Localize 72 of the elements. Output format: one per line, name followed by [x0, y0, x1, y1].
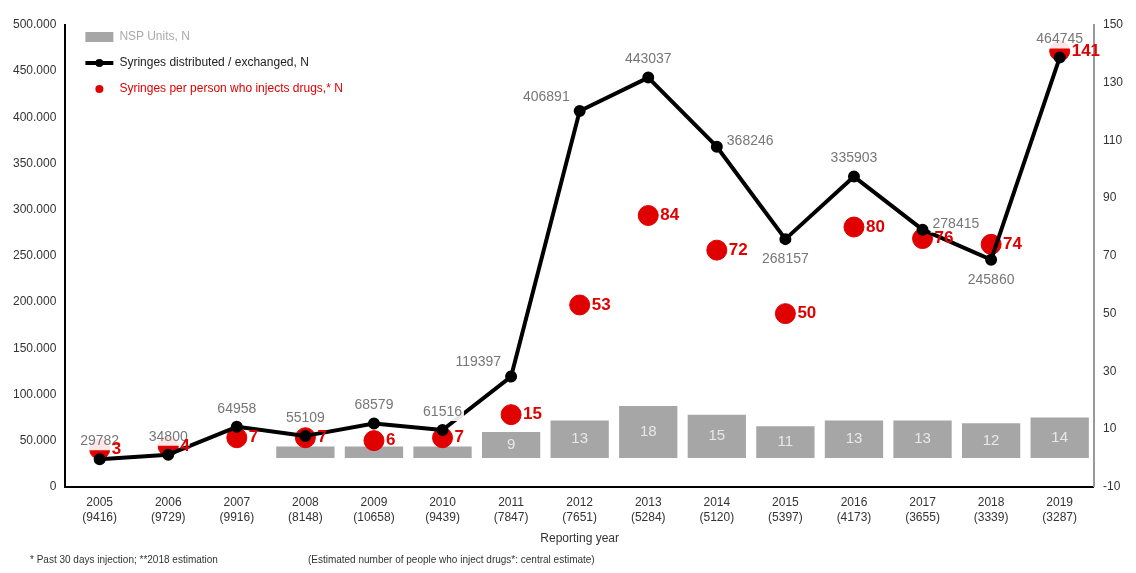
data-label: 245860: [967, 270, 1015, 287]
y2-tick-label: 10: [1102, 421, 1117, 436]
y-tick-label: 450.000: [12, 63, 57, 78]
y-tick-label: 0: [49, 479, 57, 494]
x-tick-label: 2009 (10658): [353, 495, 395, 524]
x-tick-label: 2013 (5284): [630, 495, 666, 524]
data-label: 278415: [932, 214, 980, 231]
data-label: 13: [914, 429, 931, 447]
data-label: 15: [708, 426, 726, 444]
data-label: 50: [797, 303, 817, 323]
data-label: 64958: [217, 399, 257, 416]
y2-tick-label: 30: [1102, 363, 1117, 378]
y-tick-label: 50.000: [19, 432, 57, 447]
x-tick-label: 2017 (3655): [905, 495, 940, 524]
data-label: 53: [591, 294, 611, 314]
data-label: 74: [1003, 234, 1023, 254]
x-tick-label: 2007 (9916): [219, 495, 255, 524]
data-label: 268157: [762, 249, 809, 266]
text: (Estimated number of people who inject drugs*: central estimate): [307, 554, 595, 565]
data-label: 18: [639, 422, 657, 440]
data-label: 368246: [726, 131, 774, 148]
data-label: 335903: [830, 149, 878, 166]
x-tick-label: 2005 (9416): [82, 495, 118, 524]
data-label: 406891: [522, 87, 570, 104]
legend-label: NSP Units, N: [119, 29, 190, 44]
data-label: 6: [385, 430, 396, 450]
data-label: 14: [1051, 427, 1069, 445]
y-tick-label: 150.000: [12, 340, 57, 355]
data-label: 119397: [455, 353, 502, 370]
y-tick-label: 300.000: [12, 202, 57, 217]
x-tick-label: 2019 (3287): [1042, 495, 1078, 524]
data-label: 443037: [624, 50, 672, 67]
data-label: 15: [523, 404, 543, 424]
y-tick-label: 250.000: [12, 248, 57, 263]
data-label: 68579: [354, 396, 394, 413]
x-tick-label: 2014 (5120): [699, 495, 735, 524]
legend-label: Syringes distributed / exchanged, N: [119, 55, 309, 70]
data-label: 12: [982, 430, 1000, 448]
x-tick-label: 2010 (9439): [425, 495, 460, 524]
x-tick-label: 2006 (9729): [150, 495, 186, 524]
x-tick-label: 2016 (4173): [836, 495, 872, 524]
data-label: 13: [845, 429, 863, 447]
y-tick-label: 500.000: [12, 17, 57, 32]
y2-tick-label: 110: [1102, 132, 1123, 147]
y-tick-label: 350.000: [12, 155, 57, 170]
y2-tick-label: 130: [1102, 75, 1124, 90]
x-tick-label: 2018 (3339): [973, 495, 1009, 524]
y2-tick-label: 90: [1102, 190, 1117, 205]
x-tick-label: 2011 (7847): [493, 495, 529, 524]
x-tick-label: 2012 (7651): [562, 495, 598, 524]
y-tick-label: 400.000: [12, 109, 57, 124]
data-label: 11: [777, 432, 794, 450]
legend-label: Syringes per person who injects drugs,* N: [119, 81, 343, 96]
data-label: 72: [728, 239, 748, 259]
data-label: 7: [248, 427, 259, 447]
x-tick-label: 2008 (8148): [288, 495, 323, 524]
y2-tick-label: 50: [1102, 305, 1117, 320]
data-label: 13: [571, 429, 589, 447]
y-tick-label: 200.000: [12, 294, 57, 309]
data-label: 9: [506, 435, 516, 453]
data-label: 61516: [423, 402, 463, 419]
y-tick-label: 100.000: [12, 386, 57, 401]
y2-tick-label: 70: [1102, 248, 1117, 263]
x-axis-title: Reporting year: [540, 531, 620, 546]
y2-tick-label: -10: [1102, 479, 1121, 494]
data-label: 7: [454, 427, 464, 447]
data-label: 80: [865, 216, 885, 236]
text: * Past 30 days injection; **2018 estimation: [30, 554, 218, 565]
data-label: 84: [660, 205, 680, 225]
data-label: 55109: [285, 408, 326, 425]
x-tick-label: 2015 (5397): [768, 495, 803, 524]
y2-tick-label: 150: [1102, 17, 1124, 32]
